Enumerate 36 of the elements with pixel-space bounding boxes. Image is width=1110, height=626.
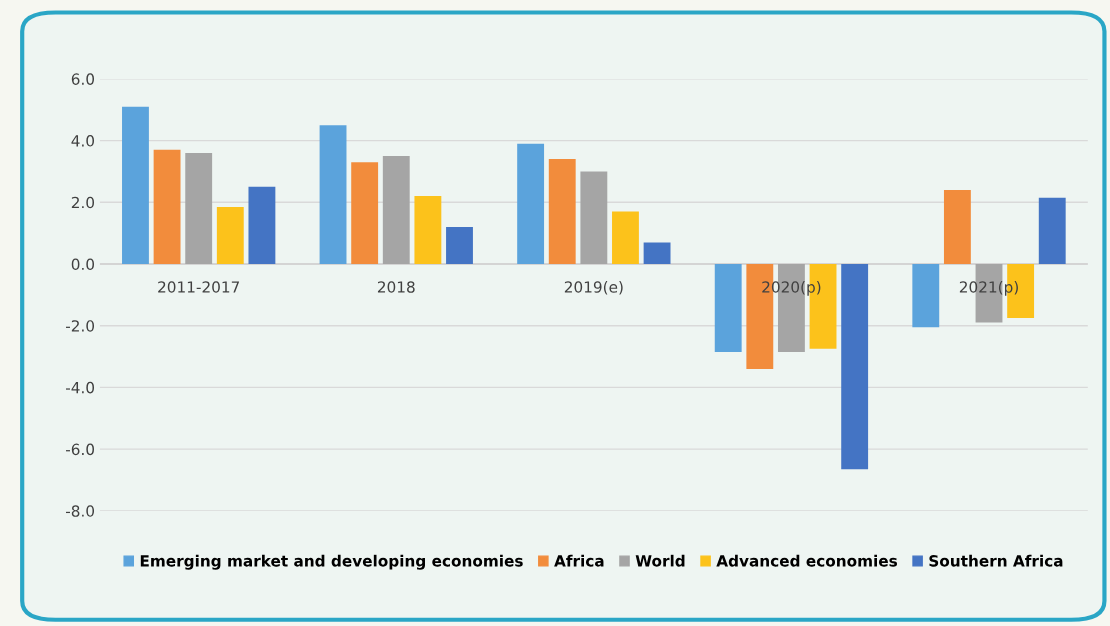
x-tick-label: 2019(e): [564, 280, 623, 295]
bar: [216, 206, 244, 264]
y-tick-label: -4.0: [65, 381, 95, 394]
y-tick-label: -6.0: [65, 443, 95, 456]
y-tick-label: 0.0: [71, 258, 95, 271]
legend-label: Africa: [554, 554, 604, 567]
bar: [185, 152, 213, 264]
x-tick-label: 2018: [377, 281, 415, 293]
x-tick-label: 2011-2017: [158, 281, 240, 293]
bar: [248, 186, 276, 264]
legend-label: Emerging market and developing economies: [140, 554, 523, 570]
bar: [382, 156, 410, 264]
y-tick-label: 2.0: [71, 196, 95, 209]
bar: [943, 189, 971, 264]
bar: [548, 159, 576, 264]
legend-label: Advanced economies: [716, 554, 898, 567]
bar: [351, 162, 379, 264]
bar: [643, 242, 671, 264]
y-tick-label: -8.0: [65, 505, 95, 517]
bar: [612, 211, 639, 264]
y-tick-label: -2.0: [65, 320, 95, 332]
bar: [122, 106, 149, 264]
bar: [517, 143, 545, 264]
legend-label: Southern Africa: [929, 554, 1063, 567]
bar: [319, 125, 347, 264]
bar: [1038, 197, 1066, 264]
y-tick-label: 6.0: [71, 73, 95, 85]
bar: [414, 196, 442, 264]
bar: [912, 263, 940, 328]
y-tick-label: 4.0: [71, 135, 95, 147]
bar: [446, 226, 473, 264]
bar: [153, 149, 181, 264]
bar: [841, 263, 869, 470]
legend-label: World: [635, 554, 685, 567]
bar: [714, 263, 742, 352]
bar: [580, 171, 608, 264]
